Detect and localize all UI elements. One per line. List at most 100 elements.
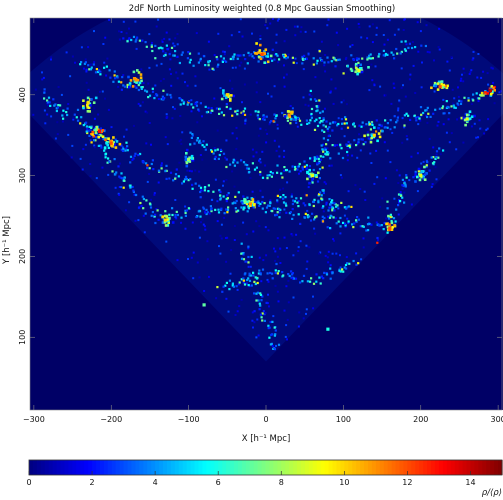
density-cell: [165, 164, 168, 167]
density-cell: [401, 178, 404, 181]
density-cell: [301, 55, 304, 58]
density-cell: [272, 207, 275, 210]
density-cell: [385, 217, 388, 220]
cluster-cell: [371, 134, 374, 137]
density-cell: [116, 76, 119, 79]
density-cell: [103, 61, 106, 64]
density-cell: [293, 115, 296, 118]
density-cell: [271, 59, 274, 62]
density-cell: [72, 116, 75, 119]
density-cell: [174, 177, 177, 180]
cluster-peak: [287, 113, 291, 117]
density-cell: [135, 47, 138, 50]
density-cell: [297, 325, 300, 328]
cluster-cell: [492, 86, 495, 90]
cluster-cell: [430, 86, 433, 90]
cluster-cell: [354, 62, 358, 66]
density-cell: [258, 308, 261, 311]
density-cell: [398, 174, 401, 177]
density-cell: [55, 109, 58, 113]
density-cell: [169, 51, 172, 54]
density-cell: [62, 109, 65, 112]
density-cell: [269, 271, 272, 275]
colorbar-segment: [450, 460, 456, 475]
density-cell: [347, 140, 350, 144]
density-cell: [417, 116, 420, 119]
density-cell: [357, 57, 360, 60]
density-cell: [345, 103, 348, 106]
density-cell: [386, 53, 389, 56]
density-cell: [276, 54, 279, 57]
density-cell: [153, 192, 156, 195]
density-cell: [425, 24, 428, 27]
density-cell: [403, 126, 406, 129]
density-cell: [300, 123, 303, 126]
density-cell: [340, 101, 343, 104]
colorbar-segment: [411, 460, 416, 475]
density-cell: [231, 284, 234, 287]
density-cell: [56, 121, 59, 124]
density-cell: [236, 288, 239, 291]
density-cell: [313, 30, 316, 33]
density-cell: [218, 245, 220, 248]
density-cell: [326, 139, 330, 142]
density-cell: [269, 320, 272, 324]
cluster-cell: [493, 89, 496, 92]
density-cell: [189, 131, 192, 134]
cluster-cell: [92, 134, 96, 138]
density-cell: [281, 111, 284, 115]
density-cell: [408, 78, 411, 81]
density-cell: [266, 272, 269, 275]
density-cell: [346, 206, 349, 209]
colorbar-segment: [300, 460, 306, 475]
density-cell: [140, 86, 143, 89]
density-cell: [118, 30, 120, 33]
density-cell: [287, 301, 290, 304]
density-cell: [345, 256, 348, 259]
density-cell: [144, 212, 147, 215]
density-cell: [285, 168, 288, 172]
density-cell: [297, 213, 300, 216]
density-cell: [256, 114, 259, 117]
density-cell: [157, 218, 160, 221]
cluster-peak: [248, 202, 253, 206]
density-cell: [305, 194, 308, 197]
density-cell: [487, 83, 490, 86]
density-cell: [323, 148, 326, 151]
density-cell: [186, 57, 189, 60]
colorbar-segment: [348, 460, 353, 475]
density-cell: [298, 172, 300, 175]
density-cell: [314, 76, 317, 79]
density-cell: [267, 229, 270, 232]
density-cell: [316, 109, 319, 112]
density-cell: [189, 58, 192, 61]
density-cell: [228, 279, 231, 282]
density-cell: [199, 190, 202, 194]
density-cell: [294, 34, 297, 37]
colorbar-segment: [202, 460, 207, 475]
density-cell: [276, 211, 279, 214]
density-cell: [301, 168, 304, 171]
colorbar-segment: [427, 460, 432, 475]
density-cell: [225, 237, 227, 239]
density-cell: [253, 310, 256, 313]
density-cell: [261, 294, 264, 297]
density-cell: [257, 200, 260, 203]
cluster-cell: [486, 92, 489, 95]
density-cell: [401, 141, 404, 144]
density-cell: [305, 312, 307, 315]
density-cell: [305, 308, 308, 311]
density-cell: [240, 206, 243, 209]
density-cell: [420, 113, 423, 116]
density-cell: [403, 201, 406, 204]
density-cell: [329, 157, 332, 160]
density-cell: [234, 66, 237, 69]
density-cell: [493, 102, 496, 105]
density-cell: [269, 57, 272, 60]
density-cell: [283, 64, 285, 67]
density-cell: [400, 50, 403, 53]
density-cell: [137, 219, 140, 222]
density-cell: [101, 166, 104, 169]
density-cell: [365, 229, 368, 232]
density-cell: [186, 103, 189, 106]
